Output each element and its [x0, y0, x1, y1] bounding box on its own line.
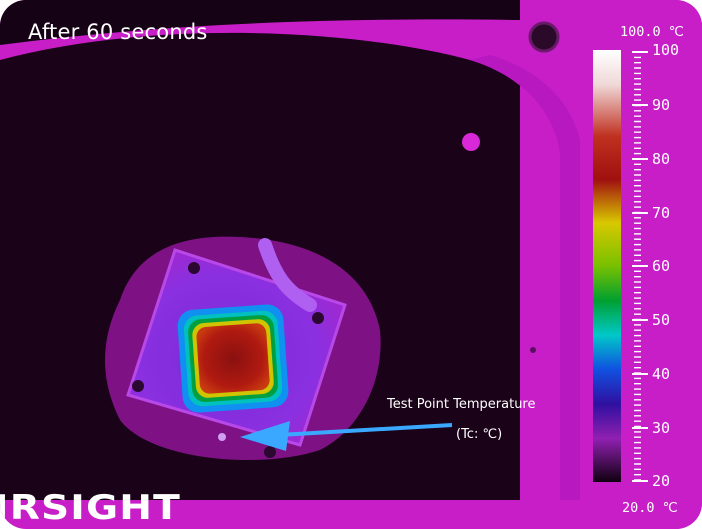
scale-max-label: 100.0 ℃ [620, 24, 684, 40]
scale-tick-label: 50 [652, 311, 671, 329]
temperature-scale-bar [593, 50, 621, 482]
scale-tick-label: 70 [652, 204, 671, 222]
scale-tick-label: 100 [652, 41, 680, 59]
scale-tick-label: 40 [652, 365, 671, 383]
scale-tick-label: 60 [652, 257, 671, 275]
test-point-arrow [261, 423, 453, 438]
elapsed-time-caption: After 60 seconds [28, 20, 208, 44]
scale-tick-label: 30 [652, 419, 671, 437]
test-point-unit: (Tc: ℃) [456, 427, 503, 442]
scale-tick-label: 90 [652, 96, 671, 114]
scale-tick-label: 80 [652, 150, 671, 168]
scale-tick-label: 20 [652, 472, 671, 490]
scale-min-label: 20.0 ℃ [622, 500, 678, 516]
test-point-label: Test Point Temperature [387, 397, 536, 412]
brand-watermark: IRSIGHT [0, 488, 181, 528]
